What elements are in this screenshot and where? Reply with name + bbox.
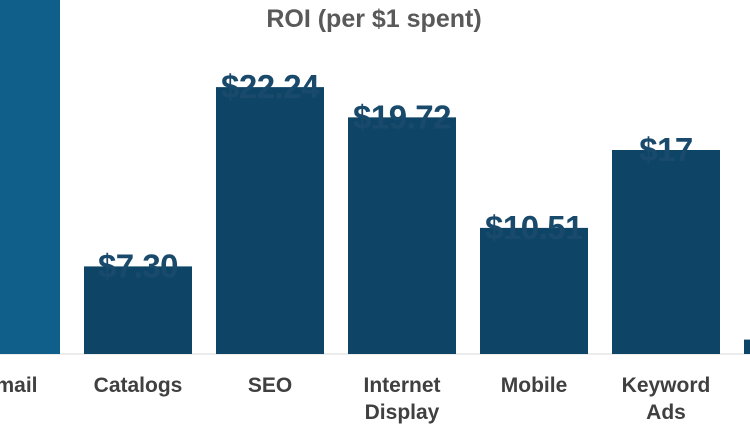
- value-label-2: $22.24: [221, 68, 320, 105]
- value-label-5: $17: [639, 131, 693, 168]
- category-label-2-line-0: SEO: [248, 374, 292, 397]
- category-label-3-line-0: Internet: [363, 374, 440, 397]
- category-label-5-line-0: Keyword: [622, 374, 711, 397]
- bars-group: [0, 0, 750, 355]
- category-label-5-line-1: Ads: [646, 401, 686, 424]
- bar-2: [216, 87, 324, 355]
- value-label-3: $19.72: [353, 98, 451, 135]
- bar-1: [84, 266, 192, 354]
- category-label-2: SEO: [248, 374, 292, 397]
- bar-5: [612, 150, 720, 354]
- bar-0: [0, 0, 60, 354]
- category-labels-group: E-mail Catalogs SEO Internet Display Mobile Ke…: [0, 374, 711, 424]
- chart-title: ROI (per $1 spent): [266, 5, 481, 33]
- category-label-0-line-0: E-mail: [0, 374, 38, 397]
- category-label-5: Keyword Ads: [622, 374, 711, 424]
- category-label-3: Internet Display: [363, 374, 440, 424]
- category-label-1: Catalogs: [94, 374, 183, 397]
- category-label-1-line-0: Catalogs: [94, 374, 183, 397]
- category-label-3-line-1: Display: [365, 401, 440, 424]
- category-label-0: E-mail: [0, 374, 38, 397]
- value-labels-group: $40.56$7.30$22.24$19.72$10.51$17$1.20: [98, 68, 693, 284]
- category-label-4: Mobile: [501, 374, 568, 397]
- bar-6: [744, 339, 750, 354]
- bar-3: [348, 117, 456, 354]
- category-label-4-line-0: Mobile: [501, 374, 568, 397]
- value-label-1: $7.30: [98, 247, 178, 284]
- bar-4: [480, 227, 588, 354]
- value-label-4: $10.51: [485, 209, 583, 246]
